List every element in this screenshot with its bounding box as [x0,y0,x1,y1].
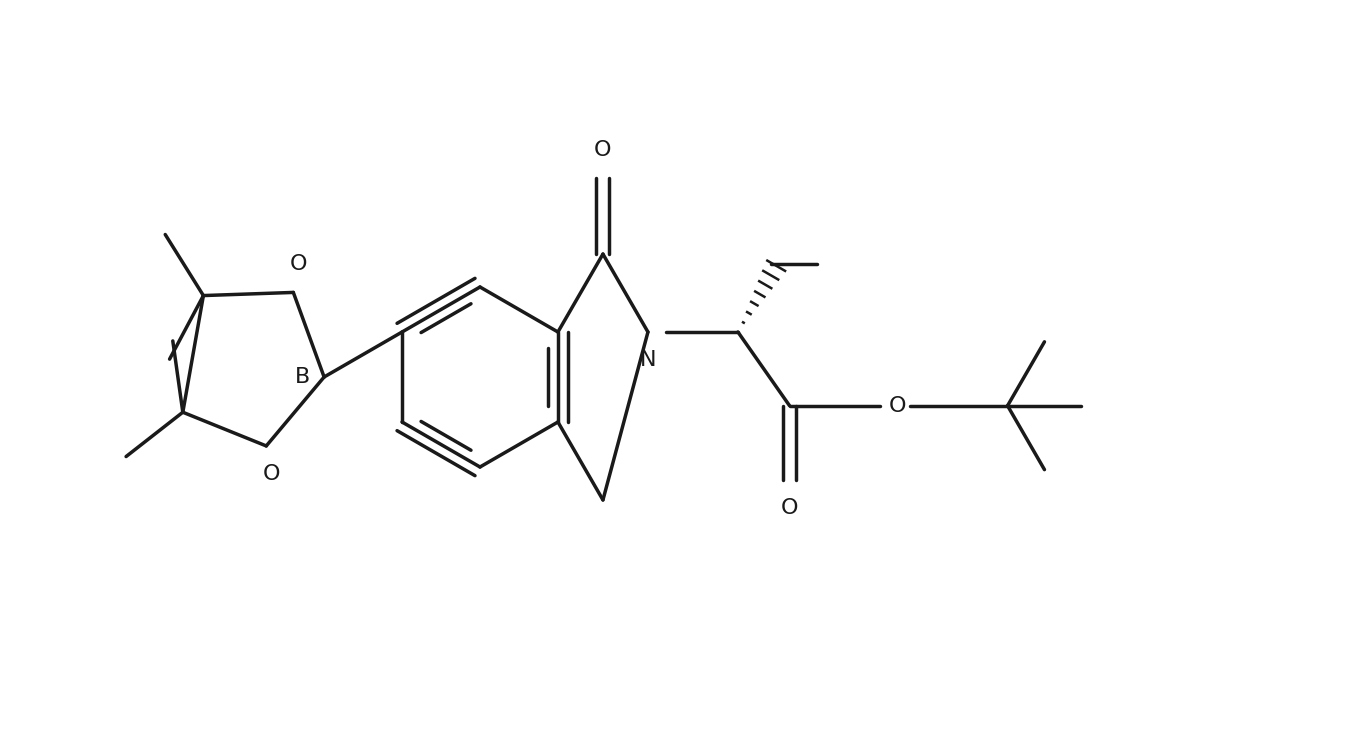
Text: N: N [639,350,657,370]
Text: O: O [888,395,906,416]
Text: O: O [262,464,280,484]
Text: O: O [781,498,798,517]
Text: B: B [295,367,310,387]
Text: O: O [594,139,611,160]
Text: O: O [289,255,307,275]
